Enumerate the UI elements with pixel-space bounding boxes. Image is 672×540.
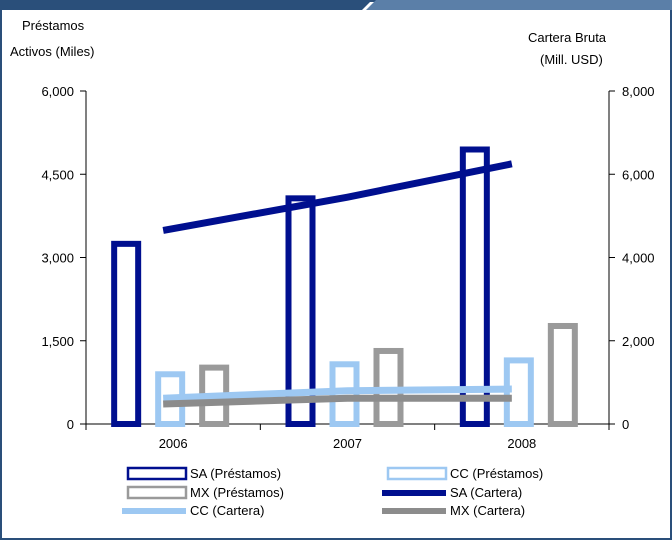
right-tick-label: 2,000 xyxy=(622,334,655,349)
legend-label: MX (Cartera) xyxy=(450,503,525,518)
left-tick-label: 0 xyxy=(67,417,74,432)
legend-swatch xyxy=(386,466,448,481)
legend-label: CC (Préstamos) xyxy=(450,466,543,481)
left-axis-title-line2: Activos (Miles) xyxy=(10,44,95,59)
legend-label: MX (Préstamos) xyxy=(190,485,284,500)
x-tick-label: 2006 xyxy=(159,436,188,451)
frame-tab-decoration xyxy=(0,0,372,10)
left-axis-title-line1: Préstamos xyxy=(22,18,85,33)
legend: SA (Préstamos) CC (Préstamos) MX (Préstamo… xyxy=(122,466,543,518)
legend-label: SA (Cartera) xyxy=(450,485,522,500)
series-line xyxy=(163,394,512,408)
right-tick-label: 8,000 xyxy=(622,84,655,99)
legend-swatch xyxy=(126,466,188,481)
bar xyxy=(111,240,142,427)
bar xyxy=(285,195,316,427)
x-tick-label: 2008 xyxy=(507,436,536,451)
right-tick-label: 0 xyxy=(622,417,629,432)
left-tick-label: 4,500 xyxy=(41,167,74,182)
right-axis-title-line1: Cartera Bruta xyxy=(528,30,607,45)
x-tick-label: 2007 xyxy=(333,436,362,451)
left-tick-label: 6,000 xyxy=(41,84,74,99)
bars xyxy=(111,146,578,428)
bar xyxy=(547,322,578,427)
series-line xyxy=(163,385,512,402)
lines xyxy=(162,160,513,408)
bar xyxy=(459,146,490,427)
legend-label: CC (Cartera) xyxy=(190,503,264,518)
right-tick-label: 4,000 xyxy=(622,251,655,266)
left-tick-label: 3,000 xyxy=(41,251,74,266)
series-line xyxy=(162,160,513,234)
left-tick-label: 1,500 xyxy=(41,334,74,349)
legend-swatch xyxy=(126,485,188,500)
frame-tab-decoration-right xyxy=(366,0,672,10)
legend-label: SA (Préstamos) xyxy=(190,466,281,481)
right-tick-label: 6,000 xyxy=(622,167,655,182)
right-axis-title-line2: (Mill. USD) xyxy=(540,52,603,67)
